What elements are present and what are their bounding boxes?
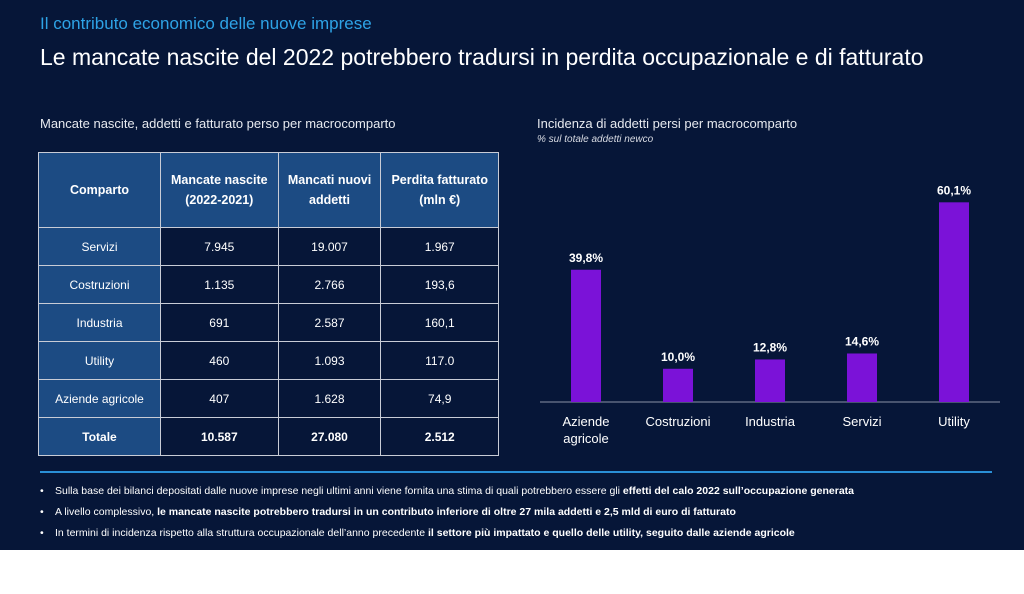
bullet-dot: • <box>40 506 44 518</box>
category-label: Aziende <box>563 414 610 429</box>
data-label: 60,1% <box>937 183 971 197</box>
bullet-item: • A livello complessivo, le mancate nasc… <box>40 505 854 526</box>
bullet-highlight: il settore più impattato e quello delle … <box>427 527 795 539</box>
table-cell: 1.967 <box>380 227 499 266</box>
table-row: Aziende agricole 407 1.628 74,9 <box>38 379 499 418</box>
category-label: agricole <box>563 431 609 446</box>
table-row: Industria 691 2.587 160,1 <box>38 303 499 342</box>
category-label: Industria <box>745 414 796 429</box>
table-cell: 74,9 <box>380 379 499 418</box>
bullet-item: • In termini di incidenza rispetto alla … <box>40 526 854 547</box>
table-cell: 160,1 <box>380 303 499 342</box>
bar <box>663 368 693 402</box>
header-line: Comparto <box>69 183 130 197</box>
header-line: Perdita fatturato <box>391 173 488 187</box>
table-cell: 2.587 <box>277 303 382 342</box>
header-line: addetti <box>309 193 350 207</box>
table-cell: Costruzioni <box>38 265 161 304</box>
table-cell: Industria <box>38 303 161 342</box>
data-label: 10,0% <box>661 350 695 364</box>
data-table: Comparto Mancate nascite (2022-2021) Man… <box>38 152 499 456</box>
table-cell: 407 <box>160 379 279 418</box>
bar <box>755 359 785 402</box>
table-row: Servizi 7.945 19.007 1.967 <box>38 227 499 266</box>
table-cell: 691 <box>160 303 279 342</box>
header-perdita-fatturato: Perdita fatturato (mln €) <box>380 152 499 228</box>
table-cell: 460 <box>160 341 279 380</box>
bullet-list: • Sulla base dei bilanci depositati dall… <box>40 484 854 547</box>
table-cell: 193,6 <box>380 265 499 304</box>
divider <box>40 471 992 473</box>
bullet-text: In termini di incidenza rispetto alla st… <box>55 527 428 539</box>
bullet-dot: • <box>40 485 44 497</box>
header-line: Mancati nuovi <box>287 173 372 187</box>
total-cell: Totale <box>38 417 161 456</box>
header-line: Mancate nascite <box>171 173 268 187</box>
data-label: 14,6% <box>845 334 879 348</box>
bullet-highlight: le mancate nascite potrebbero tradursi i… <box>157 506 736 518</box>
bar <box>571 269 601 402</box>
bullet-item: • Sulla base dei bilanci depositati dall… <box>40 484 854 505</box>
total-cell: 2.512 <box>380 417 499 456</box>
table-total-row: Totale 10.587 27.080 2.512 <box>38 417 499 456</box>
table-row: Utility 460 1.093 117.0 <box>38 341 499 380</box>
slide: Il contributo economico delle nuove impr… <box>0 0 1024 550</box>
header-comparto: Comparto <box>38 152 161 228</box>
header-line: (2022-2021) <box>185 193 254 207</box>
table-cell: 19.007 <box>277 227 382 266</box>
category-label: Utility <box>938 414 970 429</box>
bullet-dot: • <box>40 527 44 539</box>
table-cell: 1.135 <box>160 265 279 304</box>
bar <box>847 353 877 402</box>
table-cell: 2.766 <box>277 265 382 304</box>
total-cell: 27.080 <box>277 417 382 456</box>
table-cell: 117.0 <box>380 341 499 380</box>
bar <box>939 202 969 402</box>
header-mancati-addetti: Mancati nuovi addetti <box>277 152 382 228</box>
bullet-text: A livello complessivo, <box>55 506 158 518</box>
table-cell: 7.945 <box>160 227 279 266</box>
header-line: (mln €) <box>419 193 461 207</box>
data-label: 39,8% <box>569 251 603 265</box>
table-subtitle: Mancate nascite, addetti e fatturato per… <box>40 116 396 131</box>
chart-subtitle: % sul totale addetti newco <box>537 134 654 145</box>
category-label: Costruzioni <box>645 414 710 429</box>
supertitle: Il contributo economico delle nuove impr… <box>40 14 372 33</box>
bullet-text: Sulla base dei bilanci depositati dalle … <box>55 485 623 497</box>
table-cell: Servizi <box>38 227 161 266</box>
table-cell: 1.093 <box>277 341 382 380</box>
data-label: 12,8% <box>753 340 787 354</box>
total-cell: 10.587 <box>160 417 279 456</box>
table-header-row: Comparto Mancate nascite (2022-2021) Man… <box>38 152 499 228</box>
table-row: Costruzioni 1.135 2.766 193,6 <box>38 265 499 304</box>
page-title: Le mancate nascite del 2022 potrebbero t… <box>40 44 924 70</box>
chart-title: Incidenza di addetti persi per macrocomp… <box>537 116 798 131</box>
table-cell: Aziende agricole <box>38 379 161 418</box>
bullet-highlight: effetti del calo 2022 sull’occupazione g… <box>622 485 854 497</box>
table-cell: Utility <box>38 341 161 380</box>
table-cell: 1.628 <box>277 379 382 418</box>
header-mancate-nascite: Mancate nascite (2022-2021) <box>160 152 279 228</box>
category-label: Servizi <box>842 414 881 429</box>
bar-chart: 39,8% Aziende agricole 10,0% Costruzioni 12,8… <box>540 183 1000 446</box>
